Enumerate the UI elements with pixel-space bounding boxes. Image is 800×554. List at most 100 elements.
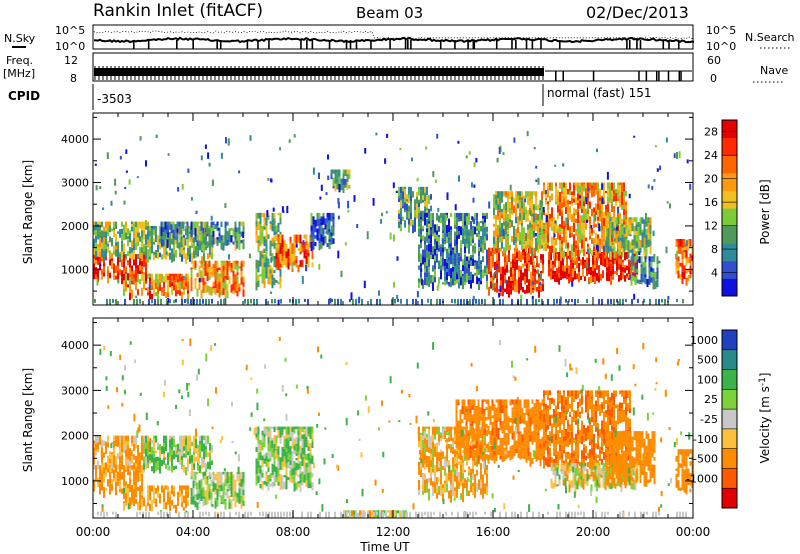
data-cell — [255, 433, 258, 438]
data-cell — [514, 264, 516, 272]
data-cell — [259, 251, 262, 258]
data-cell — [537, 240, 539, 246]
data-cell — [458, 472, 460, 479]
data-cell — [499, 413, 502, 419]
data-cell — [434, 429, 436, 436]
data-cell — [165, 441, 167, 448]
data-cell — [320, 221, 323, 226]
data-cell — [478, 230, 480, 235]
data-cell — [197, 242, 199, 252]
data-cell — [503, 455, 506, 462]
data-cell — [127, 435, 129, 442]
data-cell — [630, 282, 633, 286]
data-cell — [351, 510, 353, 517]
data-cell — [271, 463, 274, 470]
data-cell — [420, 219, 422, 224]
data-cell — [497, 237, 499, 241]
data-cell — [495, 191, 497, 196]
data-cell — [201, 435, 203, 444]
data-cell — [503, 399, 506, 408]
data-cell — [467, 401, 470, 405]
data-cell — [634, 281, 637, 286]
data-cell — [644, 277, 647, 285]
data-cell — [297, 426, 300, 436]
data-cell — [464, 239, 466, 247]
cpid-row: CPID -3503 normal (fast) 151 — [8, 84, 651, 110]
data-cell — [529, 414, 532, 418]
data-cell — [454, 449, 456, 457]
data-cell — [265, 269, 268, 279]
data-cell — [197, 462, 199, 466]
data-cell — [462, 426, 464, 431]
data-cell — [208, 270, 211, 277]
data-cell — [412, 225, 414, 234]
data-cell — [436, 487, 438, 493]
data-cell — [263, 267, 266, 274]
data-cell — [404, 197, 406, 203]
data-cell — [649, 224, 652, 229]
data-cell — [111, 481, 113, 484]
y-tick-label: 2000 — [61, 220, 89, 233]
data-cell — [145, 288, 147, 291]
data-cell — [248, 253, 251, 259]
data-cell — [220, 290, 223, 296]
data-cell — [218, 477, 221, 480]
data-cell — [612, 268, 614, 275]
data-cell — [322, 234, 325, 237]
data-cell — [638, 251, 641, 255]
data-cell — [487, 444, 490, 453]
data-cell — [474, 212, 476, 221]
data-cell — [119, 229, 121, 232]
data-cell — [450, 432, 452, 438]
data-cell — [342, 178, 345, 186]
data-cell — [297, 443, 300, 448]
data-cell — [455, 409, 458, 414]
data-cell — [438, 226, 440, 232]
data-cell — [332, 216, 335, 220]
data-cell — [212, 231, 215, 238]
data-cell — [531, 210, 533, 214]
data-cell — [476, 260, 478, 270]
data-cell — [180, 236, 183, 240]
data-cell — [187, 443, 189, 452]
data-cell — [583, 240, 585, 249]
data-cell — [445, 214, 448, 221]
data-cell — [498, 247, 500, 253]
data-cell — [442, 216, 444, 222]
data-cell — [295, 243, 298, 248]
data-cell — [406, 211, 408, 217]
data-cell — [541, 228, 543, 236]
data-cell — [177, 495, 179, 502]
data-cell — [422, 256, 424, 265]
data-cell — [224, 269, 227, 276]
data-cell — [473, 184, 476, 188]
data-cell — [94, 163, 97, 166]
data-cell — [196, 298, 198, 305]
data-cell — [410, 201, 412, 207]
data-cell — [468, 220, 470, 225]
data-cell — [145, 246, 147, 249]
data-cell — [573, 184, 575, 191]
data-cell — [307, 259, 310, 268]
data-cell — [430, 252, 432, 256]
data-cell — [480, 221, 482, 224]
data-cell — [99, 264, 102, 267]
nsearch-tick-top: 10^5 — [706, 24, 736, 37]
data-cell — [648, 268, 651, 273]
data-cell — [677, 239, 680, 244]
data-cell — [501, 404, 504, 414]
data-cell — [537, 177, 540, 185]
data-cell — [194, 260, 197, 269]
data-cell — [172, 229, 175, 239]
data-cell — [505, 433, 508, 439]
data-cell — [434, 248, 436, 256]
data-cell — [418, 199, 420, 203]
data-cell — [466, 268, 468, 274]
data-cell — [111, 462, 113, 469]
data-cell — [488, 286, 490, 296]
data-cell — [261, 435, 264, 442]
data-cell — [514, 281, 516, 287]
data-cell — [452, 482, 454, 488]
data-cell — [594, 268, 596, 277]
data-cell — [440, 218, 442, 223]
